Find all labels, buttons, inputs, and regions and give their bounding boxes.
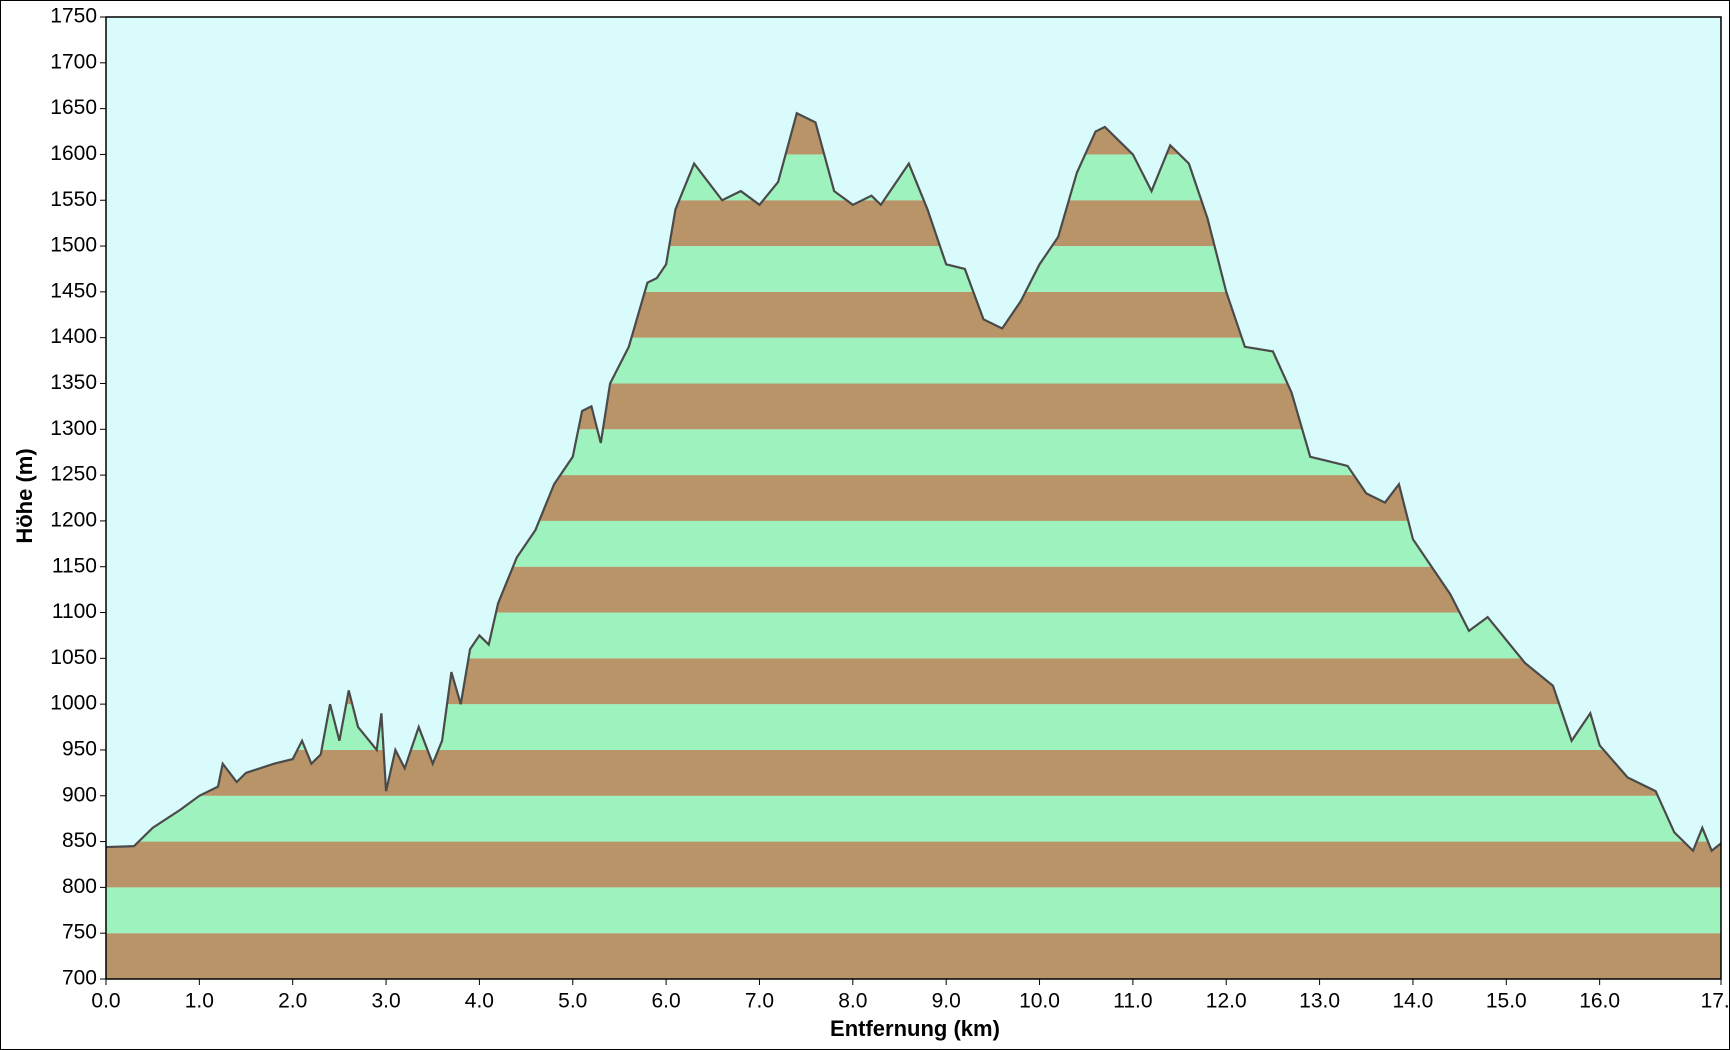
x-tick-label: 3.0	[371, 990, 400, 1013]
y-tick-label: 1050	[50, 646, 97, 669]
y-tick-label: 1100	[52, 600, 97, 623]
x-tick-label: 2.0	[278, 990, 307, 1013]
x-tick-label: 9.0	[932, 990, 961, 1013]
elevation-band	[106, 749, 1721, 796]
y-tick-label: 1600	[50, 142, 97, 165]
x-tick-label: 8.0	[838, 990, 867, 1013]
x-tick-label: 4.0	[465, 990, 494, 1013]
x-tick-label: 13.0	[1299, 990, 1340, 1013]
elevation-band	[106, 795, 1721, 842]
y-tick-label: 750	[62, 921, 97, 944]
y-tick-label: 1300	[50, 417, 97, 440]
y-tick-label: 900	[62, 783, 97, 806]
y-tick-label: 1500	[50, 234, 97, 257]
y-axis-title: Höhe (m)	[12, 448, 37, 543]
x-tick-label: 6.0	[652, 990, 681, 1013]
y-tick-label: 850	[62, 829, 97, 852]
x-tick-label: 1.0	[185, 990, 214, 1013]
y-tick-label: 1450	[50, 279, 97, 302]
x-tick-label: 11.0	[1113, 990, 1152, 1013]
y-tick-label: 1200	[50, 508, 97, 531]
y-tick-label: 1150	[52, 554, 97, 577]
y-tick-label: 950	[62, 737, 97, 760]
y-tick-label: 1400	[50, 325, 97, 348]
elevation-band	[106, 841, 1721, 888]
elevation-band	[106, 933, 1721, 979]
y-tick-label: 1350	[50, 371, 97, 394]
x-tick-label: 17.3	[1701, 990, 1730, 1013]
y-tick-label: 700	[62, 967, 97, 990]
x-tick-label: 16.0	[1579, 990, 1620, 1013]
y-tick-label: 1700	[50, 50, 97, 73]
elevation-band	[106, 704, 1721, 750]
x-axis-title: Entfernung (km)	[830, 1016, 1000, 1041]
y-tick-label: 800	[62, 875, 97, 898]
plot-frame	[105, 16, 1722, 980]
x-tick-label: 5.0	[558, 990, 587, 1013]
profile-line	[105, 111, 1722, 853]
y-tick-label: 1250	[50, 463, 97, 486]
x-tick-label: 15.0	[1486, 990, 1527, 1013]
x-tick-label: 10.0	[1019, 990, 1060, 1013]
x-tick-label: 12.0	[1206, 990, 1247, 1013]
y-tick-label: 1000	[50, 692, 97, 715]
x-tick-label: 0.0	[91, 990, 120, 1013]
x-tick-label: 14.0	[1392, 990, 1433, 1013]
x-tick-label: 7.0	[745, 990, 774, 1013]
y-tick-label: 1750	[50, 5, 97, 28]
elevation-band	[106, 887, 1721, 934]
y-tick-label: 1650	[50, 96, 97, 119]
y-tick-label: 1550	[50, 188, 97, 211]
